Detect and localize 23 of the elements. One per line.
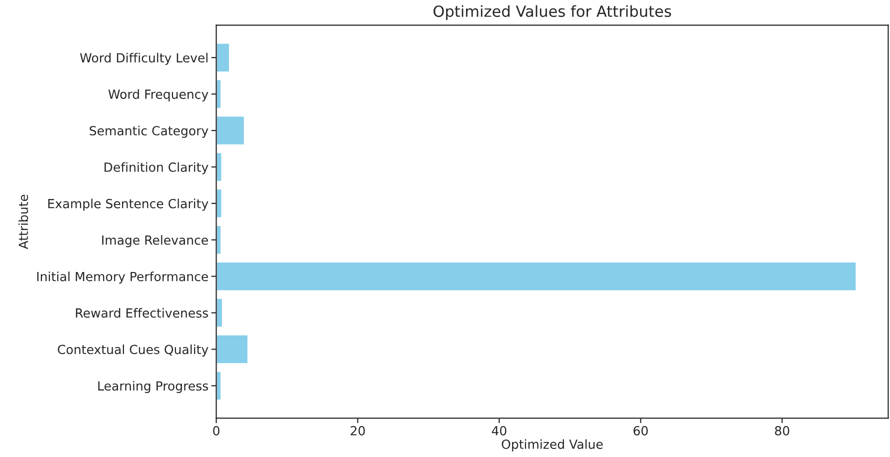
- bar: [216, 115, 246, 146]
- x-tick-label: 80: [775, 426, 790, 436]
- y-tick-label: Definition Clarity: [104, 162, 208, 174]
- y-tick-label: Image Relevance: [102, 235, 208, 248]
- x-tick-label: 20: [350, 426, 365, 436]
- y-tick-label: Word Frequency: [108, 89, 208, 102]
- x-tick-label: 40: [492, 426, 506, 436]
- bar: [216, 261, 858, 292]
- y-tick-label: Contextual Cues Quality: [58, 344, 208, 357]
- x-tick-label: 60: [634, 426, 648, 436]
- bar: [216, 42, 230, 73]
- y-tick-label: Reward Effectiveness: [76, 308, 208, 318]
- y-axis-title: Attribute: [18, 194, 28, 250]
- chart-title: Optimized Values for Attributes: [434, 5, 672, 20]
- bar: [216, 298, 224, 328]
- y-tick-label: Semantic Category: [90, 126, 208, 138]
- y-tick-label: Word Difficulty Level: [80, 52, 208, 65]
- bar: [216, 334, 249, 365]
- y-tick-label: Example Sentence Clarity: [48, 198, 208, 211]
- x-tick-label: 0: [213, 426, 220, 436]
- x-axis-title: Optimized Value: [502, 439, 603, 452]
- y-tick-label: Learning Progress: [98, 380, 208, 394]
- y-tick-label: Initial Memory Performance: [37, 272, 208, 284]
